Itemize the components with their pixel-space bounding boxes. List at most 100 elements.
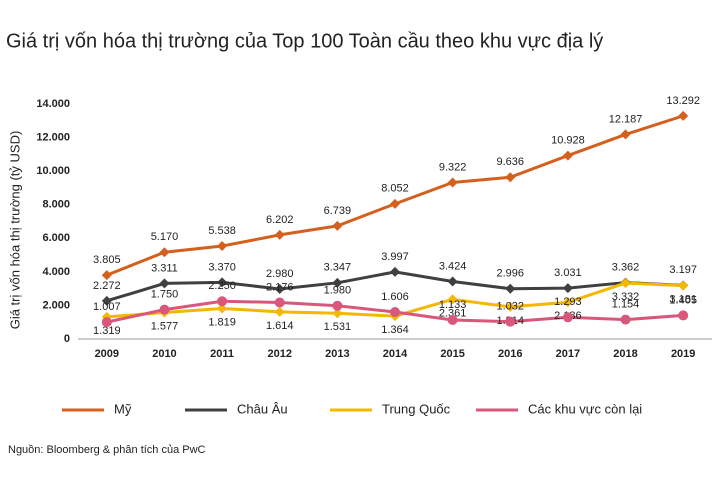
point-marker	[159, 278, 170, 289]
point-marker	[505, 301, 516, 312]
point-marker	[332, 277, 343, 288]
y-tick-label: 8.000	[42, 199, 70, 211]
point-marker	[159, 304, 170, 315]
value-label: 3.332	[612, 291, 640, 303]
point-marker	[101, 317, 112, 328]
x-tick-label: 2011	[210, 348, 234, 360]
point-marker	[447, 314, 458, 325]
value-label: 1.405	[669, 294, 697, 306]
point-marker	[101, 295, 112, 306]
chart-title: Giá trị vốn hóa thị trường của Top 100 T…	[6, 30, 603, 52]
value-label: 1.319	[93, 325, 121, 337]
x-tick-label: 2012	[267, 348, 291, 360]
value-label: 2.996	[497, 268, 525, 280]
value-label: 3.311	[151, 262, 178, 274]
y-tick-label: 0	[64, 333, 70, 345]
y-tick-label: 10.000	[36, 165, 70, 177]
x-tick-label: 2015	[440, 348, 464, 360]
point-marker	[217, 277, 228, 288]
value-label: 5.538	[208, 225, 236, 237]
value-label: 1.293	[554, 296, 582, 308]
value-label: 3.347	[324, 262, 352, 274]
point-marker	[505, 172, 516, 183]
point-marker	[447, 294, 458, 305]
point-marker	[562, 312, 573, 323]
point-marker	[101, 270, 112, 281]
value-label: 3.997	[381, 251, 409, 263]
point-marker	[390, 198, 400, 209]
x-tick-label: 2009	[95, 348, 119, 360]
value-label: 2.980	[266, 268, 294, 280]
y-tick-label: 4.000	[42, 266, 70, 278]
legend-label: Trung Quốc	[382, 401, 451, 416]
value-label: 3.424	[439, 260, 467, 272]
value-label: 1.614	[266, 320, 294, 332]
point-marker	[390, 307, 400, 318]
value-label: 1.531	[324, 321, 352, 333]
value-label: 9.322	[439, 161, 467, 173]
y-tick-label: 12.000	[36, 131, 70, 143]
value-label: 3.197	[669, 264, 697, 276]
legend-label: Châu Âu	[237, 401, 288, 416]
point-marker	[332, 308, 343, 319]
point-marker	[390, 266, 400, 277]
value-label: 1.007	[93, 301, 121, 313]
value-label: 3.805	[93, 254, 121, 266]
value-label: 10.928	[551, 134, 585, 146]
point-marker	[274, 229, 285, 240]
point-marker	[620, 129, 631, 140]
legend-label: Các khu vực còn lại	[528, 401, 642, 416]
point-marker	[274, 297, 285, 308]
value-label: 6.202	[266, 214, 294, 226]
point-marker	[217, 303, 228, 314]
value-label: 1.154	[612, 299, 640, 311]
value-label: 9.636	[497, 156, 525, 168]
value-label: 2.176	[266, 281, 294, 293]
value-label: 1.606	[381, 291, 409, 303]
point-marker	[274, 306, 285, 317]
x-tick-label: 2013	[325, 348, 349, 360]
value-label: 5.170	[151, 231, 179, 243]
point-marker	[159, 247, 170, 258]
value-label: 6.739	[324, 205, 352, 217]
value-label: 8.052	[381, 183, 409, 195]
legend-label: Mỹ	[114, 401, 132, 416]
x-tick-label: 2010	[152, 348, 176, 360]
x-tick-label: 2019	[671, 348, 695, 360]
value-label: 2.361	[439, 307, 467, 319]
y-tick-label: 14.000	[36, 98, 70, 110]
value-label: 3.362	[612, 261, 640, 273]
value-label: 1.750	[151, 289, 179, 301]
point-marker	[678, 280, 689, 291]
point-marker	[620, 278, 631, 289]
value-label: 3.370	[208, 261, 236, 273]
point-marker	[678, 110, 689, 121]
point-marker	[217, 296, 228, 307]
x-tick-label: 2016	[498, 348, 522, 360]
point-marker	[562, 283, 573, 294]
x-tick-label: 2017	[556, 348, 580, 360]
value-label: 2.272	[93, 280, 121, 292]
point-marker	[447, 276, 458, 287]
y-axis-title: Giá trị vốn hóa thị trường (tỷ USD)	[7, 131, 22, 330]
point-marker	[217, 241, 228, 252]
value-label: 3.031	[554, 267, 582, 279]
value-label: 1.364	[381, 324, 409, 336]
point-marker	[447, 177, 458, 188]
value-label: 2.250	[208, 280, 236, 292]
value-label: 13.292	[666, 95, 700, 107]
value-label: 1.032	[497, 301, 525, 313]
source-note: Nguồn: Bloomberg & phân tích của PwC	[8, 444, 206, 456]
point-marker	[274, 283, 285, 294]
x-tick-label: 2018	[613, 348, 637, 360]
point-marker	[332, 300, 343, 311]
value-label: 12.187	[609, 113, 643, 125]
point-marker	[620, 314, 631, 325]
point-marker	[505, 316, 516, 327]
value-label: 1.980	[324, 285, 352, 297]
point-marker	[332, 220, 343, 231]
value-label: 1.819	[208, 316, 236, 328]
point-marker	[562, 150, 573, 161]
x-tick-label: 2014	[383, 348, 408, 360]
